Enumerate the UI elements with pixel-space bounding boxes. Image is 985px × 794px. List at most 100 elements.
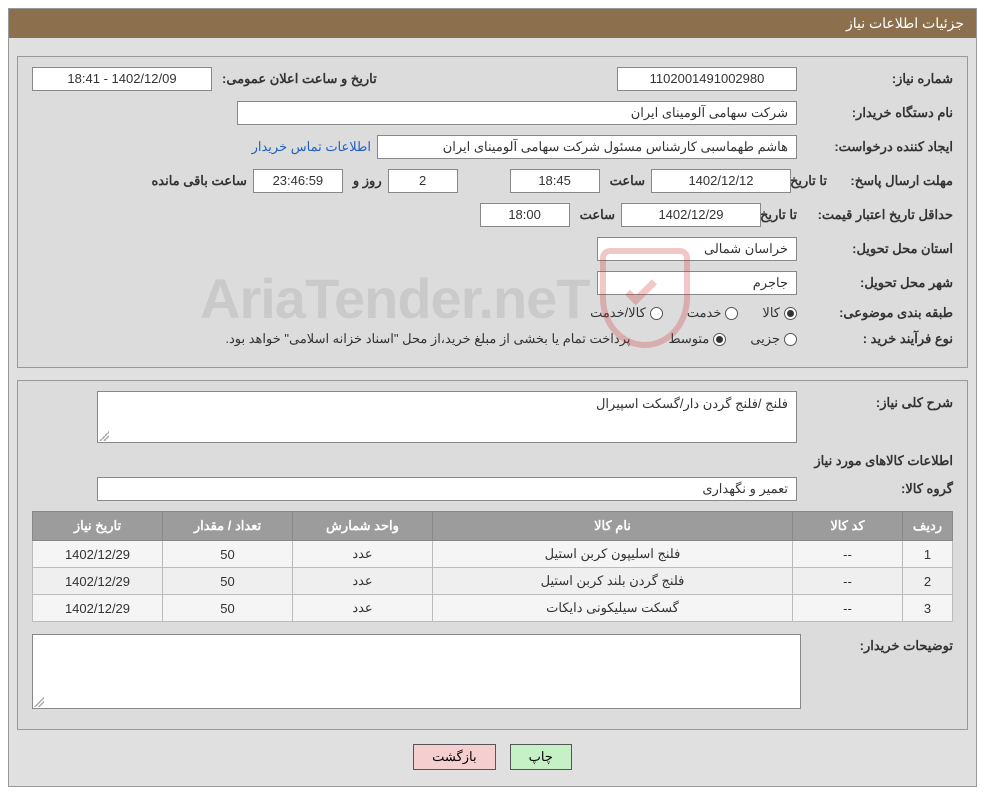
row-province: استان محل تحویل: خراسان شمالی bbox=[32, 237, 953, 261]
table-cell: فلنج گردن بلند کربن استیل bbox=[433, 568, 793, 595]
buyer-label: نام دستگاه خریدار: bbox=[803, 105, 953, 121]
city-value: جاجرم bbox=[597, 271, 797, 295]
th-name: نام کالا bbox=[433, 512, 793, 541]
row-general: شرح کلی نیاز: فلنج /فلنج گردن دار/گسکت ا… bbox=[32, 391, 953, 443]
province-value: خراسان شمالی bbox=[597, 237, 797, 261]
radio-medium[interactable]: متوسط bbox=[668, 331, 726, 347]
radio-both[interactable]: کالا/خدمت bbox=[590, 305, 663, 321]
table-cell: عدد bbox=[293, 541, 433, 568]
page-title: جزئیات اطلاعات نیاز bbox=[846, 15, 964, 31]
validity-date: 1402/12/29 bbox=[621, 203, 761, 227]
table-cell: گسکت سیلیکونی دایکات bbox=[433, 595, 793, 622]
table-cell: 50 bbox=[163, 568, 293, 595]
header-bar: جزئیات اطلاعات نیاز bbox=[9, 9, 976, 38]
until-date-label: تا تاریخ: bbox=[797, 173, 827, 189]
row-buyer-notes: توضیحات خریدار: bbox=[32, 634, 953, 709]
table-cell: عدد bbox=[293, 595, 433, 622]
radio-goods[interactable]: کالا bbox=[762, 305, 797, 321]
days-value: 2 bbox=[388, 169, 458, 193]
th-unit: واحد شمارش bbox=[293, 512, 433, 541]
table-cell: 1 bbox=[903, 541, 953, 568]
info-panel: شماره نیاز: 1102001491002980 تاریخ و ساع… bbox=[17, 56, 968, 368]
buyer-notes-label: توضیحات خریدار: bbox=[807, 634, 953, 654]
content-area: شماره نیاز: 1102001491002980 تاریخ و ساع… bbox=[9, 38, 976, 786]
radio-circle-icon bbox=[713, 333, 726, 346]
need-number-value: 1102001491002980 bbox=[617, 67, 797, 91]
requester-value: هاشم طهماسبی کارشناس مسئول شرکت سهامی آل… bbox=[377, 135, 797, 159]
requester-label: ایجاد کننده درخواست: bbox=[803, 139, 953, 155]
buyer-notes-textarea[interactable] bbox=[32, 634, 801, 709]
table-header-row: ردیف کد کالا نام کالا واحد شمارش تعداد /… bbox=[33, 512, 953, 541]
radio-circle-icon bbox=[725, 307, 738, 320]
th-date: تاریخ نیاز bbox=[33, 512, 163, 541]
radio-service[interactable]: خدمت bbox=[687, 305, 739, 321]
row-group: گروه کالا: تعمیر و نگهداری bbox=[32, 477, 953, 501]
table-cell: عدد bbox=[293, 568, 433, 595]
payment-note: پرداخت تمام یا بخشی از مبلغ خرید،از محل … bbox=[225, 331, 630, 347]
deadline-label: مهلت ارسال پاسخ: bbox=[833, 173, 953, 189]
radio-service-label: خدمت bbox=[687, 305, 722, 321]
remaining-label: ساعت باقی مانده bbox=[147, 173, 246, 189]
table-row: 3--گسکت سیلیکونی دایکاتعدد501402/12/29 bbox=[33, 595, 953, 622]
general-textarea[interactable]: فلنج /فلنج گردن دار/گسکت اسپیرال bbox=[97, 391, 797, 443]
items-section-title: اطلاعات کالاهای مورد نیاز bbox=[32, 453, 953, 469]
days-label: روز و bbox=[349, 173, 382, 189]
announce-label: تاریخ و ساعت اعلان عمومی: bbox=[218, 71, 377, 87]
table-row: 1--فلنج اسلیپون کربن استیلعدد501402/12/2… bbox=[33, 541, 953, 568]
row-buyer: نام دستگاه خریدار: شرکت سهامی آلومینای ا… bbox=[32, 101, 953, 125]
table-cell: 1402/12/29 bbox=[33, 568, 163, 595]
table-row: 2--فلنج گردن بلند کربن استیلعدد501402/12… bbox=[33, 568, 953, 595]
items-table: ردیف کد کالا نام کالا واحد شمارش تعداد /… bbox=[32, 511, 953, 622]
radio-circle-icon bbox=[784, 333, 797, 346]
hour-label-1: ساعت bbox=[606, 173, 645, 189]
radio-goods-label: کالا bbox=[762, 305, 780, 321]
row-process: نوع فرآیند خرید : جزیی متوسط پرداخت تمام… bbox=[32, 331, 953, 347]
process-label: نوع فرآیند خرید : bbox=[803, 331, 953, 347]
th-code: کد کالا bbox=[793, 512, 903, 541]
hour-label-2: ساعت bbox=[576, 207, 615, 223]
countdown: 23:46:59 bbox=[253, 169, 343, 193]
deadline-date: 1402/12/12 bbox=[651, 169, 791, 193]
resize-handle-icon[interactable] bbox=[34, 697, 44, 707]
deadline-time: 18:45 bbox=[510, 169, 600, 193]
general-label: شرح کلی نیاز: bbox=[803, 391, 953, 411]
validity-time: 18:00 bbox=[480, 203, 570, 227]
row-city: شهر محل تحویل: جاجرم bbox=[32, 271, 953, 295]
row-deadline: مهلت ارسال پاسخ: تا تاریخ: 1402/12/12 سا… bbox=[32, 169, 953, 193]
table-cell: -- bbox=[793, 595, 903, 622]
table-cell: -- bbox=[793, 568, 903, 595]
group-label: گروه کالا: bbox=[803, 481, 953, 497]
print-button[interactable]: چاپ bbox=[510, 744, 572, 770]
buyer-value: شرکت سهامی آلومینای ایران bbox=[237, 101, 797, 125]
table-cell: 50 bbox=[163, 595, 293, 622]
buttons-row: چاپ بازگشت bbox=[17, 744, 968, 770]
radio-partial[interactable]: جزیی bbox=[750, 331, 797, 347]
table-cell: 1402/12/29 bbox=[33, 595, 163, 622]
table-cell: 2 bbox=[903, 568, 953, 595]
table-cell: 1402/12/29 bbox=[33, 541, 163, 568]
main-window: جزئیات اطلاعات نیاز شماره نیاز: 11020014… bbox=[8, 8, 977, 787]
th-qty: تعداد / مقدار bbox=[163, 512, 293, 541]
table-cell: 50 bbox=[163, 541, 293, 568]
table-cell: 3 bbox=[903, 595, 953, 622]
contact-link[interactable]: اطلاعات تماس خریدار bbox=[252, 139, 371, 155]
table-cell: فلنج اسلیپون کربن استیل bbox=[433, 541, 793, 568]
resize-handle-icon[interactable] bbox=[99, 431, 109, 441]
back-button[interactable]: بازگشت bbox=[413, 744, 495, 770]
row-need-number: شماره نیاز: 1102001491002980 تاریخ و ساع… bbox=[32, 67, 953, 91]
general-value: فلنج /فلنج گردن دار/گسکت اسپیرال bbox=[596, 396, 788, 411]
until-date-label-2: تا تاریخ: bbox=[767, 207, 797, 223]
th-row: ردیف bbox=[903, 512, 953, 541]
row-category: طبقه بندی موضوعی: کالا خدمت کالا/خدمت bbox=[32, 305, 953, 321]
province-label: استان محل تحویل: bbox=[803, 241, 953, 257]
radio-circle-icon bbox=[650, 307, 663, 320]
radio-medium-label: متوسط bbox=[668, 331, 709, 347]
validity-label: حداقل تاریخ اعتبار قیمت: bbox=[803, 207, 953, 223]
announce-value: 1402/12/09 - 18:41 bbox=[32, 67, 212, 91]
row-requester: ایجاد کننده درخواست: هاشم طهماسبی کارشنا… bbox=[32, 135, 953, 159]
radio-partial-label: جزیی bbox=[750, 331, 780, 347]
category-label: طبقه بندی موضوعی: bbox=[803, 305, 953, 321]
table-cell: -- bbox=[793, 541, 903, 568]
radio-both-label: کالا/خدمت bbox=[590, 305, 646, 321]
radio-circle-icon bbox=[784, 307, 797, 320]
